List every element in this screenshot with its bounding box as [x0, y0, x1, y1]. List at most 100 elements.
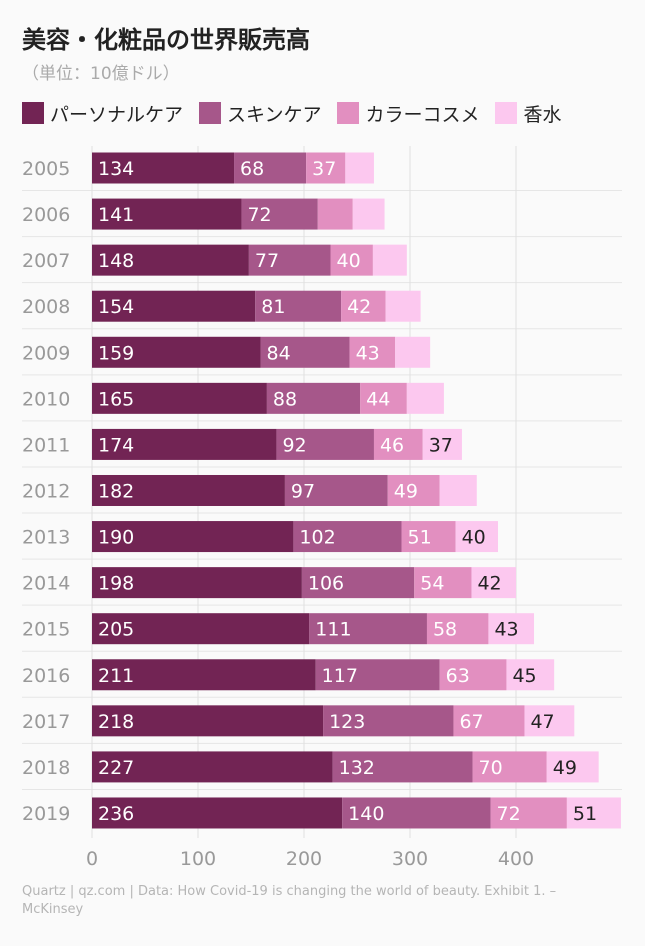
data-label: 159 [98, 342, 134, 364]
data-label: 45 [512, 665, 536, 687]
bar-segment [315, 659, 440, 691]
y-tick-label: 2018 [22, 757, 70, 779]
bar-segment [471, 567, 516, 599]
bar-segment [453, 705, 525, 737]
y-tick-label: 2007 [22, 250, 70, 272]
bar-segment [360, 382, 407, 414]
bar-segment [276, 428, 374, 460]
chart-title: 美容・化粧品の世界販売高 [22, 26, 310, 54]
data-label: 43 [356, 342, 380, 364]
legend-item-fragrance: 香水 [495, 100, 561, 127]
y-tick-label: 2015 [22, 619, 70, 641]
data-label: 40 [462, 527, 486, 549]
y-tick-label: 2006 [22, 204, 70, 226]
data-label: 37 [312, 158, 336, 180]
bar-segment [372, 244, 407, 276]
data-label: 141 [98, 204, 134, 226]
bar-segment [506, 659, 555, 691]
bar-segment [488, 613, 535, 645]
bar-segment [414, 567, 472, 599]
y-tick-label: 2014 [22, 573, 70, 595]
data-label: 51 [573, 803, 597, 825]
y-tick-label: 2010 [22, 388, 70, 410]
bar-segment [566, 797, 621, 829]
data-label: 58 [433, 619, 457, 641]
data-label: 165 [98, 388, 134, 410]
legend-swatch-fragrance [495, 102, 518, 124]
bar-segment [92, 705, 324, 737]
legend-item-color-cosmetics: カラーコスメ [337, 100, 479, 127]
data-label: 68 [240, 158, 264, 180]
bar-segment [241, 198, 318, 230]
data-label: 72 [497, 803, 521, 825]
data-label: 77 [255, 250, 279, 272]
x-tick-label: 300 [392, 848, 428, 870]
bar-segment [92, 474, 285, 506]
data-label: 42 [347, 296, 371, 318]
legend-label-color-cosmetics: カラーコスメ [365, 103, 480, 126]
data-label: 46 [380, 434, 404, 456]
bar-segment [234, 152, 307, 184]
legend-swatch-skin-care [199, 102, 222, 124]
bar-segment [323, 705, 454, 737]
data-label: 154 [98, 296, 134, 318]
data-label: 37 [429, 434, 453, 456]
y-tick-label: 2013 [22, 527, 70, 549]
bar-segment [92, 244, 249, 276]
bar-segment [92, 659, 316, 691]
data-label: 198 [98, 573, 134, 595]
data-label: 51 [408, 527, 432, 549]
data-label: 49 [394, 480, 418, 502]
x-tick-label: 0 [86, 848, 98, 870]
data-label: 43 [494, 619, 518, 641]
data-label: 44 [366, 388, 390, 410]
bar-segment [92, 152, 235, 184]
data-label: 47 [530, 711, 554, 733]
data-label: 49 [553, 757, 577, 779]
data-label: 132 [339, 757, 375, 779]
legend-swatch-color-cosmetics [337, 102, 360, 124]
bar-segment [472, 751, 547, 783]
bar-segment [385, 290, 421, 322]
data-label: 88 [273, 388, 297, 410]
data-label: 92 [282, 434, 306, 456]
data-label: 111 [315, 619, 351, 641]
y-tick-label: 2011 [22, 434, 70, 456]
chart-subtitle: （単位：10億ドル） [22, 64, 180, 84]
bar-segment [92, 521, 294, 553]
y-tick-label: 2008 [22, 296, 70, 318]
legend-label-fragrance: 香水 [523, 103, 562, 126]
bar-segment [248, 244, 331, 276]
bar-segment [373, 428, 423, 460]
data-label: 40 [337, 250, 361, 272]
y-tick-label: 2005 [22, 158, 70, 180]
bar-segment [342, 797, 491, 829]
bar-segment [426, 613, 489, 645]
data-label: 134 [98, 158, 134, 180]
bar-segment [330, 244, 373, 276]
legend-label-personal-care: パーソナルケア [50, 103, 184, 126]
bar-segment [352, 198, 385, 230]
y-tick-label: 2009 [22, 342, 70, 364]
data-label: 148 [98, 250, 134, 272]
x-tick-label: 200 [286, 848, 322, 870]
data-label: 102 [299, 527, 335, 549]
legend-swatch-personal-care [22, 102, 44, 124]
bar-segment [92, 613, 310, 645]
bar-segment [406, 382, 444, 414]
data-label: 205 [98, 619, 134, 641]
bar-segment [284, 474, 388, 506]
y-tick-label: 2016 [22, 665, 70, 687]
bar-segment [306, 152, 346, 184]
data-label: 72 [247, 204, 271, 226]
legend-item-skin-care: スキンケア [199, 100, 321, 127]
bar-segment [92, 428, 277, 460]
bar-segment [401, 521, 456, 553]
bar-segment [439, 659, 507, 691]
bar-segment [387, 474, 440, 506]
bar-segment [317, 198, 353, 230]
bar-segment [92, 751, 333, 783]
y-tick-label: 2019 [22, 803, 70, 825]
bar-segment [92, 198, 242, 230]
